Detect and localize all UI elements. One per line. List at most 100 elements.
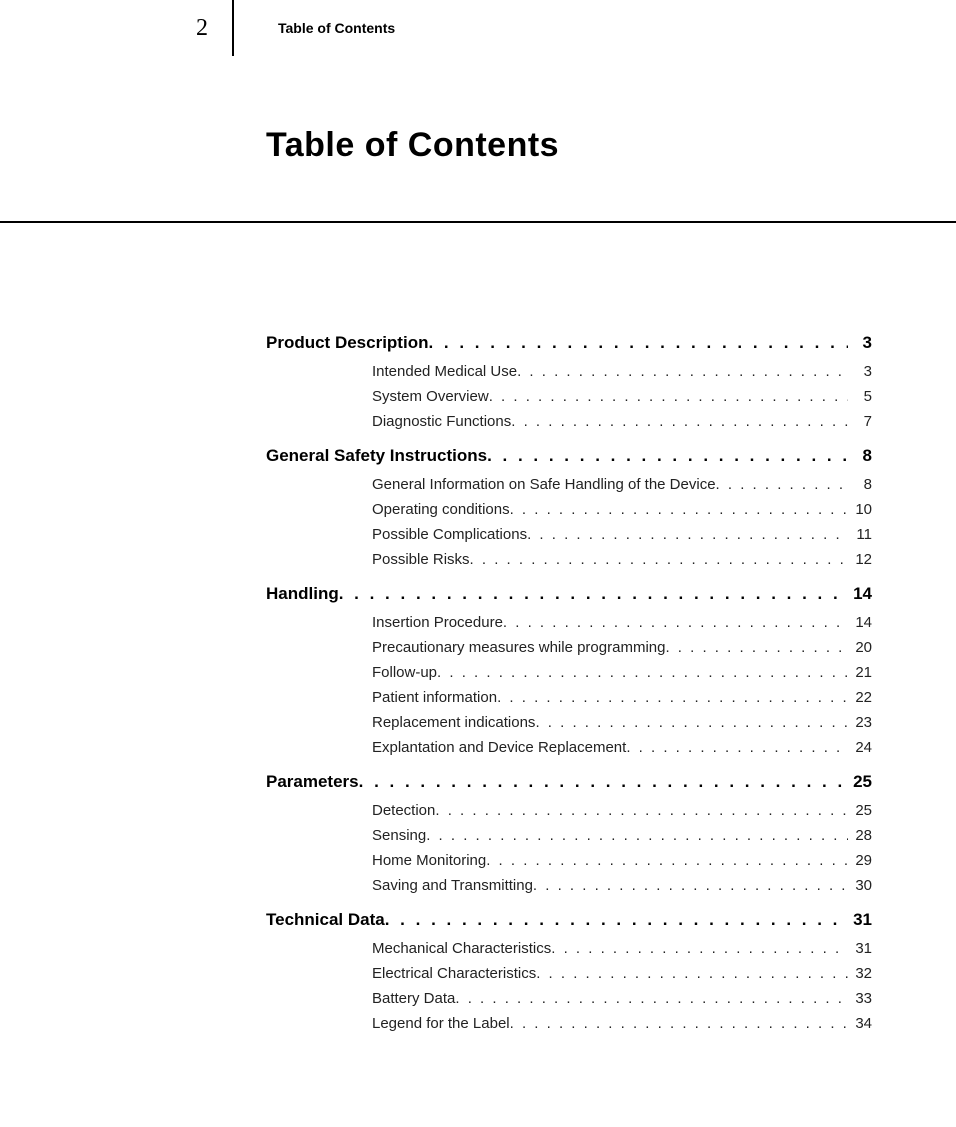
- toc-sub-label: Home Monitoring: [372, 852, 486, 869]
- leader-dots: . . . . . . . . . . . . . . . . . . . . …: [497, 689, 848, 706]
- toc-sub-row: Mechanical Characteristics . . . . . . .…: [266, 940, 872, 957]
- toc-section-row: Handling . . . . . . . . . . . . . . . .…: [266, 584, 872, 604]
- toc-sub-page: 21: [848, 664, 872, 681]
- toc-section-label: General Safety Instructions: [266, 446, 487, 466]
- toc-sub-page: 11: [848, 526, 872, 543]
- toc-section: Product Description . . . . . . . . . . …: [266, 333, 872, 430]
- toc-sub-page: 23: [848, 714, 872, 731]
- leader-dots: . . . . . . . . . . . . . . . . . . . . …: [455, 990, 848, 1007]
- toc-sub-row: Sensing . . . . . . . . . . . . . . . . …: [266, 827, 872, 844]
- toc-sub-label: Follow-up: [372, 664, 437, 681]
- toc-sub-page: 3: [848, 363, 872, 380]
- toc-sub-page: 30: [848, 877, 872, 894]
- toc-sub-label: Mechanical Characteristics: [372, 940, 551, 957]
- toc-sub-row: Electrical Characteristics . . . . . . .…: [266, 965, 872, 982]
- toc-section: Parameters . . . . . . . . . . . . . . .…: [266, 772, 872, 894]
- toc-section: General Safety Instructions . . . . . . …: [266, 446, 872, 568]
- toc-sub-label: Explantation and Device Replacement: [372, 739, 626, 756]
- leader-dots: . . . . . . . . . . . . . . . . . . . . …: [385, 910, 847, 930]
- leader-dots: . . . . . . . . . . . . . . . . . . . . …: [626, 739, 848, 756]
- toc-sub-row: Precautionary measures while programming…: [266, 639, 872, 656]
- toc-sub-row: Home Monitoring . . . . . . . . . . . . …: [266, 852, 872, 869]
- leader-dots: . . . . . . . . . . . . . . . . . . . . …: [470, 551, 848, 568]
- toc-sub-page: 14: [848, 614, 872, 631]
- toc-sub-row: Detection . . . . . . . . . . . . . . . …: [266, 802, 872, 819]
- toc-sub-row: Replacement indications . . . . . . . . …: [266, 714, 872, 731]
- toc-sub-page: 25: [848, 802, 872, 819]
- toc-section-row: Product Description . . . . . . . . . . …: [266, 333, 872, 353]
- toc-sub-page: 7: [848, 413, 872, 430]
- toc-section-page: 31: [847, 910, 872, 930]
- leader-dots: . . . . . . . . . . . . . . . . . . . . …: [527, 526, 848, 543]
- leader-dots: . . . . . . . . . . . . . . . . . . . . …: [716, 476, 848, 493]
- toc-section-page: 14: [847, 584, 872, 604]
- toc-sub-row: Saving and Transmitting . . . . . . . . …: [266, 877, 872, 894]
- toc-sub-page: 8: [848, 476, 872, 493]
- leader-dots: . . . . . . . . . . . . . . . . . . . . …: [489, 388, 848, 405]
- leader-dots: . . . . . . . . . . . . . . . . . . . . …: [510, 501, 848, 518]
- page-number: 2: [172, 0, 232, 56]
- toc-sub-row: Legend for the Label . . . . . . . . . .…: [266, 1015, 872, 1032]
- leader-dots: . . . . . . . . . . . . . . . . . . . . …: [511, 413, 848, 430]
- leader-dots: . . . . . . . . . . . . . . . . . . . . …: [533, 877, 848, 894]
- toc-sub-row: General Information on Safe Handling of …: [266, 476, 872, 493]
- toc-sub-page: 10: [848, 501, 872, 518]
- toc-section-label: Parameters: [266, 772, 359, 792]
- leader-dots: . . . . . . . . . . . . . . . . . . . . …: [503, 614, 848, 631]
- toc-sub-label: Sensing: [372, 827, 426, 844]
- toc-sub-label: Insertion Procedure: [372, 614, 503, 631]
- horizontal-rule: [0, 221, 956, 223]
- toc-sub-label: Replacement indications: [372, 714, 535, 731]
- toc-sub-page: 31: [848, 940, 872, 957]
- toc-sub-row: Battery Data . . . . . . . . . . . . . .…: [266, 990, 872, 1007]
- leader-dots: . . . . . . . . . . . . . . . . . . . . …: [435, 802, 848, 819]
- toc-sub-row: Intended Medical Use . . . . . . . . . .…: [266, 363, 872, 380]
- toc-sub-page: 22: [848, 689, 872, 706]
- toc-section-label: Product Description: [266, 333, 428, 353]
- toc-sub-label: General Information on Safe Handling of …: [372, 476, 716, 493]
- toc-section-row: General Safety Instructions . . . . . . …: [266, 446, 872, 466]
- leader-dots: . . . . . . . . . . . . . . . . . . . . …: [536, 965, 848, 982]
- toc-sub-label: Intended Medical Use: [372, 363, 517, 380]
- toc-sub-label: Possible Risks: [372, 551, 470, 568]
- leader-dots: . . . . . . . . . . . . . . . . . . . . …: [437, 664, 848, 681]
- leader-dots: . . . . . . . . . . . . . . . . . . . . …: [339, 584, 847, 604]
- toc-sub-row: Possible Risks . . . . . . . . . . . . .…: [266, 551, 872, 568]
- toc-sub-label: Precautionary measures while programming: [372, 639, 665, 656]
- toc-sub-label: Detection: [372, 802, 435, 819]
- toc-sub-row: Explantation and Device Replacement . . …: [266, 739, 872, 756]
- leader-dots: . . . . . . . . . . . . . . . . . . . . …: [487, 446, 848, 466]
- toc-sub-page: 29: [848, 852, 872, 869]
- leader-dots: . . . . . . . . . . . . . . . . . . . . …: [551, 940, 848, 957]
- toc-sub-row: System Overview . . . . . . . . . . . . …: [266, 388, 872, 405]
- toc-sub-label: Saving and Transmitting: [372, 877, 533, 894]
- leader-dots: . . . . . . . . . . . . . . . . . . . . …: [510, 1015, 848, 1032]
- toc-sub-row: Insertion Procedure . . . . . . . . . . …: [266, 614, 872, 631]
- page-title: Table of Contents: [0, 126, 956, 165]
- toc-sub-page: 33: [848, 990, 872, 1007]
- toc-section: Technical Data . . . . . . . . . . . . .…: [266, 910, 872, 1032]
- toc-section-row: Parameters . . . . . . . . . . . . . . .…: [266, 772, 872, 792]
- toc-sub-page: 34: [848, 1015, 872, 1032]
- toc-sub-page: 5: [848, 388, 872, 405]
- toc-section-label: Handling: [266, 584, 339, 604]
- toc-section-page: 3: [848, 333, 872, 353]
- toc-sub-page: 12: [848, 551, 872, 568]
- toc-sub-row: Patient information . . . . . . . . . . …: [266, 689, 872, 706]
- leader-dots: . . . . . . . . . . . . . . . . . . . . …: [535, 714, 848, 731]
- leader-dots: . . . . . . . . . . . . . . . . . . . . …: [428, 333, 848, 353]
- toc-section-page: 8: [848, 446, 872, 466]
- page-header: 2 Table of Contents: [0, 0, 956, 56]
- toc-sub-row: Follow-up . . . . . . . . . . . . . . . …: [266, 664, 872, 681]
- toc-section-row: Technical Data . . . . . . . . . . . . .…: [266, 910, 872, 930]
- toc-sub-page: 24: [848, 739, 872, 756]
- toc-section-label: Technical Data: [266, 910, 385, 930]
- toc-sub-label: Electrical Characteristics: [372, 965, 536, 982]
- toc-sub-label: Operating conditions: [372, 501, 510, 518]
- toc-sub-label: Patient information: [372, 689, 497, 706]
- toc-section-page: 25: [847, 772, 872, 792]
- toc-sub-label: Legend for the Label: [372, 1015, 510, 1032]
- table-of-contents: Product Description . . . . . . . . . . …: [0, 333, 956, 1032]
- leader-dots: . . . . . . . . . . . . . . . . . . . . …: [426, 827, 848, 844]
- leader-dots: . . . . . . . . . . . . . . . . . . . . …: [359, 772, 847, 792]
